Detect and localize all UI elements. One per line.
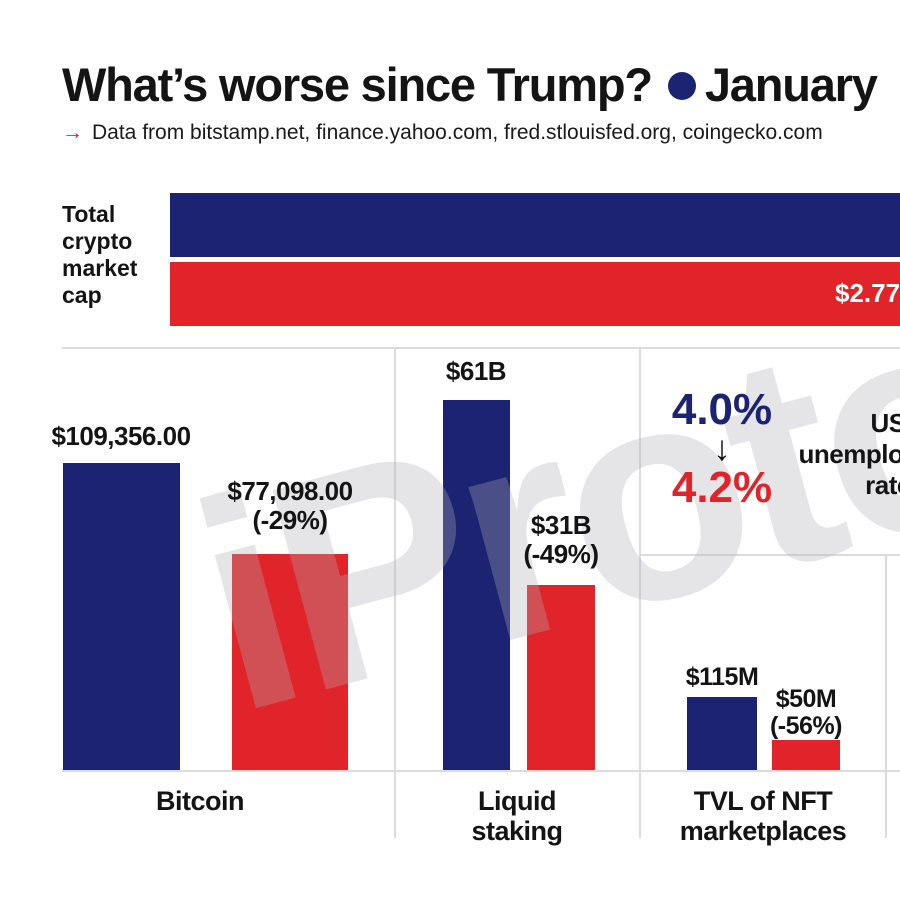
bitcoin-value-red: $77,098.00 (-29%)	[190, 477, 390, 535]
legend-label: January	[704, 58, 878, 111]
liquid-staking-bar-red	[527, 585, 595, 770]
nft-red-change: (-56%)	[769, 712, 843, 740]
title-text: What’s worse since Trump?	[62, 58, 653, 111]
market-cap-bar-blue	[170, 193, 900, 257]
bitcoin-red-value: $77,098.00	[227, 476, 353, 506]
market-cap-bar-red	[170, 262, 900, 326]
column-divider-bitcoin-liquid	[394, 347, 396, 838]
nft-bar-red	[772, 740, 840, 770]
nft-bar-blue	[687, 697, 757, 770]
bitcoin-panel-label: Bitcoin	[156, 786, 245, 816]
source-text: Data from bitstamp.net, finance.yahoo.co…	[92, 121, 823, 144]
right-arrow-icon: →	[62, 121, 83, 144]
liquid-staking-red-change: (-49%)	[523, 539, 599, 569]
chart-baseline	[62, 770, 900, 772]
liquid-staking-value-red: $31B (-49%)	[461, 511, 661, 569]
source-note: → Data from bitstamp.net, finance.yahoo.c…	[62, 121, 823, 145]
bitcoin-value-blue: $109,356.00	[51, 421, 191, 451]
liquid-staking-value-blue: $61B	[445, 356, 507, 386]
top-separator-line	[62, 347, 900, 349]
nft-red-value: $50M	[775, 685, 837, 713]
unemployment-value-before: 4.0%	[671, 385, 773, 434]
liquid-staking-bar-blue	[443, 400, 510, 770]
liquid-staking-panel-label: Liquid staking	[471, 786, 563, 846]
nft-panel-label: TVL of NFT marketplaces	[679, 786, 847, 846]
row-divider-unemployment-nft	[639, 554, 900, 556]
column-divider-liquid-right	[639, 347, 641, 838]
market-cap-label: Total crypto market cap	[62, 201, 138, 308]
column-divider-nft-edge	[885, 554, 887, 838]
bitcoin-bar-red	[232, 554, 348, 770]
unemployment-value-after: 4.2%	[671, 463, 773, 512]
bitcoin-red-change: (-29%)	[252, 505, 328, 535]
bitcoin-bar-blue	[63, 463, 180, 770]
down-arrow-icon: ↓	[713, 429, 731, 468]
market-cap-red-value: $2.77T	[835, 278, 900, 308]
liquid-staking-red-value: $31B	[530, 510, 592, 540]
unemployment-panel-label: US unemployment rate	[798, 408, 900, 500]
nft-value-red: $50M (-56%)	[706, 686, 900, 740]
page-title: What’s worse since Trump? January	[62, 57, 878, 112]
legend-dot-icon	[667, 72, 696, 100]
nft-value-blue: $115M	[685, 663, 759, 691]
